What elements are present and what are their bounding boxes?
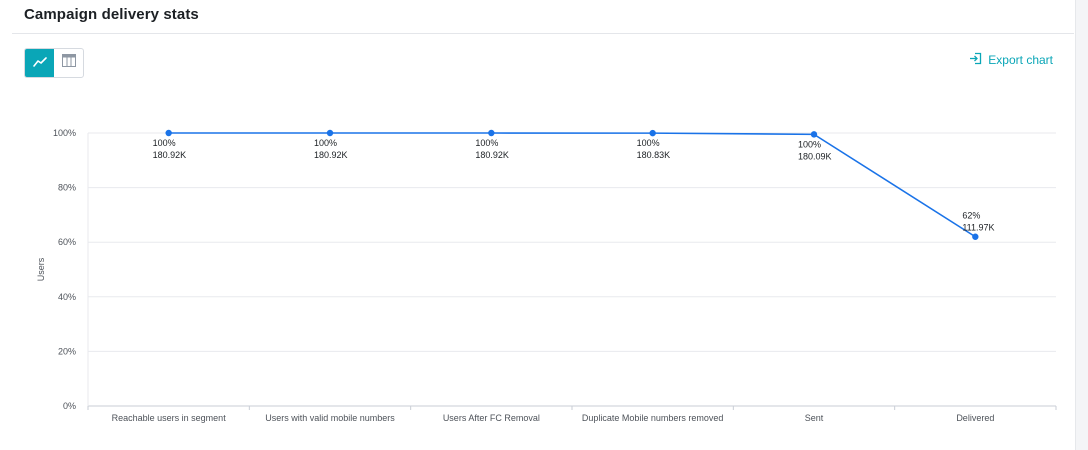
data-point[interactable]: [488, 129, 495, 137]
x-category-label: Users with valid mobile numbers: [265, 413, 395, 423]
data-point[interactable]: [165, 129, 172, 137]
x-category-label: Reachable users in segment: [112, 413, 227, 423]
y-tick-label: 60%: [58, 237, 76, 247]
data-point[interactable]: [326, 129, 334, 137]
x-category-label: Users After FC Removal: [443, 413, 540, 423]
series-line: [168, 132, 976, 238]
data-label-count: 180.09K: [798, 151, 832, 161]
data-label-count: 180.83K: [637, 150, 671, 160]
data-label-percent: 100%: [314, 138, 337, 148]
chart-view-toggle: [24, 48, 84, 78]
data-label-count: 180.92K: [475, 150, 509, 160]
export-chart-label: Export chart: [988, 53, 1053, 67]
data-label-percent: 62%: [962, 211, 980, 221]
x-category-label: Duplicate Mobile numbers removed: [582, 413, 724, 423]
x-category-label: Sent: [805, 413, 824, 423]
y-tick-label: 0%: [63, 401, 76, 411]
y-tick-label: 20%: [58, 346, 76, 356]
data-label-count: 111.97K: [962, 223, 994, 233]
table-icon: [61, 54, 76, 72]
data-label-count: 180.92K: [314, 150, 348, 160]
page-title: Campaign delivery stats: [24, 6, 199, 23]
scroll-gutter: [1075, 0, 1088, 450]
data-label-count: 180.92K: [153, 150, 187, 160]
title-divider: [12, 33, 1074, 34]
y-tick-label: 80%: [58, 183, 76, 193]
data-point[interactable]: [972, 233, 979, 240]
data-label-percent: 100%: [153, 138, 176, 148]
data-label-percent: 100%: [798, 139, 821, 149]
line-view-button[interactable]: [25, 49, 54, 77]
export-chart-button[interactable]: Export chart: [969, 52, 1053, 68]
table-view-button[interactable]: [54, 49, 83, 77]
data-label-percent: 100%: [637, 138, 660, 148]
y-axis-title: Users: [36, 257, 46, 281]
data-point[interactable]: [649, 129, 656, 137]
line-chart-icon: [32, 54, 47, 72]
x-category-label: Delivered: [956, 413, 994, 423]
data-point[interactable]: [810, 131, 818, 138]
export-icon: [969, 52, 982, 68]
data-label-percent: 100%: [475, 138, 498, 148]
y-tick-label: 40%: [58, 292, 76, 302]
y-tick-label: 100%: [53, 128, 76, 138]
